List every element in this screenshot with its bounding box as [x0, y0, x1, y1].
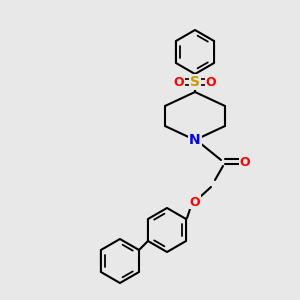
Text: O: O [240, 155, 250, 169]
Text: N: N [189, 133, 201, 147]
Text: O: O [190, 196, 200, 208]
Text: O: O [174, 76, 184, 88]
Text: O: O [206, 76, 216, 88]
Text: S: S [190, 75, 200, 89]
